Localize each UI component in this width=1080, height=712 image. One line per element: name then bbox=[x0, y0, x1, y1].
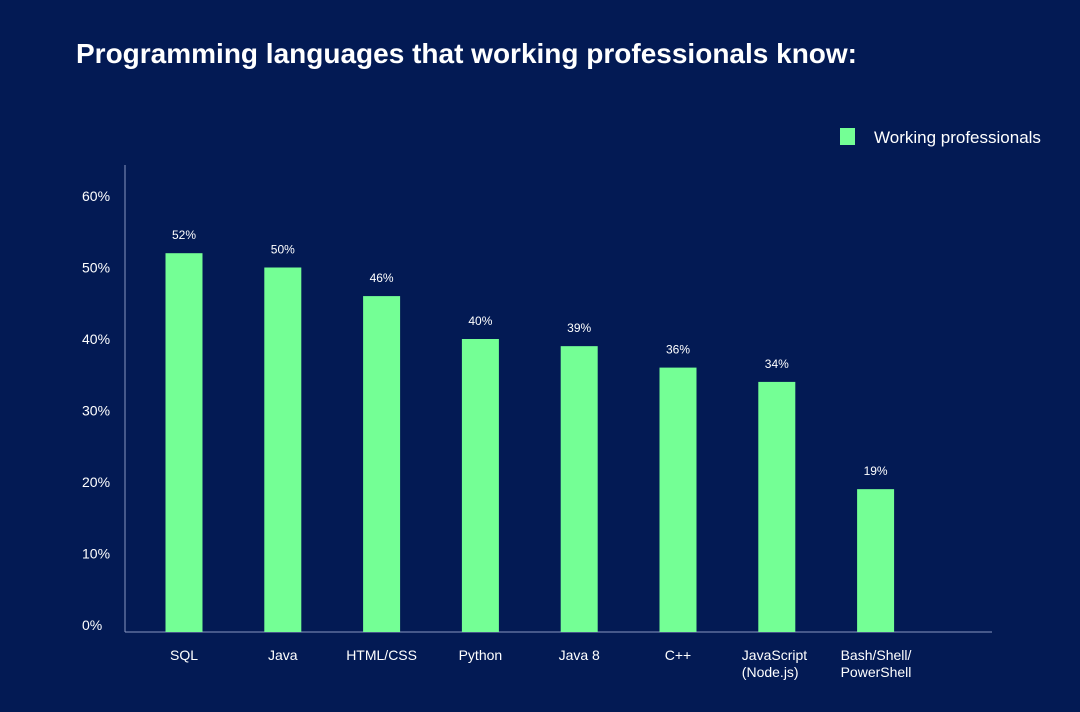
x-tick-label-line: HTML/CSS bbox=[346, 647, 417, 663]
x-tick-label-line: SQL bbox=[170, 647, 198, 663]
bar-6 bbox=[758, 381, 796, 632]
bar-5 bbox=[659, 367, 697, 632]
y-tick-label: 60% bbox=[82, 188, 110, 204]
bar-4 bbox=[560, 346, 598, 632]
x-tick-label: Java 8 bbox=[559, 647, 600, 663]
x-tick-label: Java bbox=[268, 647, 298, 663]
legend: Working professionals bbox=[840, 128, 1041, 147]
x-tick-label: Bash/Shell/PowerShell bbox=[841, 647, 912, 680]
x-axis: SQL Java HTML/CSS Python Java 8 C++ JavaScript… bbox=[125, 631, 992, 680]
bar-value-label: 46% bbox=[370, 271, 394, 285]
bar-value-label: 19% bbox=[864, 464, 888, 478]
legend-swatch bbox=[840, 128, 855, 145]
x-tick-label: SQL bbox=[170, 647, 198, 663]
bar-2 bbox=[363, 296, 401, 632]
x-tick-label-line: JavaScript bbox=[742, 647, 807, 663]
x-tick-label: C++ bbox=[665, 647, 691, 663]
bar-value-label: 40% bbox=[468, 314, 492, 328]
bar-value-label: 50% bbox=[271, 243, 295, 257]
y-tick-label: 30% bbox=[82, 403, 110, 419]
x-tick-label-line: (Node.js) bbox=[742, 664, 799, 680]
x-tick-label-line: C++ bbox=[665, 647, 691, 663]
bar-series: 52% 50% 46% 40% 39% 36% 34% 19% bbox=[165, 228, 895, 632]
y-axis: 0% 10% 20% 30% 40% 50% 60% bbox=[82, 165, 126, 633]
x-tick-label-line: Java bbox=[268, 647, 298, 663]
y-tick-label: 40% bbox=[82, 331, 110, 347]
bar-3 bbox=[461, 339, 499, 632]
bar-1 bbox=[264, 267, 302, 632]
x-tick-label-line: PowerShell bbox=[841, 664, 912, 680]
bar-0 bbox=[165, 253, 203, 632]
bar-7 bbox=[857, 489, 895, 632]
bar-value-label: 36% bbox=[666, 343, 690, 357]
chart-title: Programming languages that working profe… bbox=[76, 38, 857, 69]
y-tick-label: 0% bbox=[82, 617, 102, 633]
x-tick-label-line: Python bbox=[459, 647, 503, 663]
bar-value-label: 34% bbox=[765, 357, 789, 371]
y-tick-label: 20% bbox=[82, 474, 110, 490]
x-tick-label: Python bbox=[459, 647, 503, 663]
bar-value-label: 52% bbox=[172, 228, 196, 242]
x-tick-label-line: Java 8 bbox=[559, 647, 600, 663]
legend-label: Working professionals bbox=[874, 128, 1041, 147]
x-tick-label: JavaScript (Node.js) bbox=[742, 647, 807, 680]
x-tick-label-line: Bash/Shell/ bbox=[841, 647, 912, 663]
bar-value-label: 39% bbox=[567, 321, 591, 335]
y-tick-label: 10% bbox=[82, 546, 110, 562]
y-tick-label: 50% bbox=[82, 260, 110, 276]
x-tick-label: HTML/CSS bbox=[346, 647, 417, 663]
